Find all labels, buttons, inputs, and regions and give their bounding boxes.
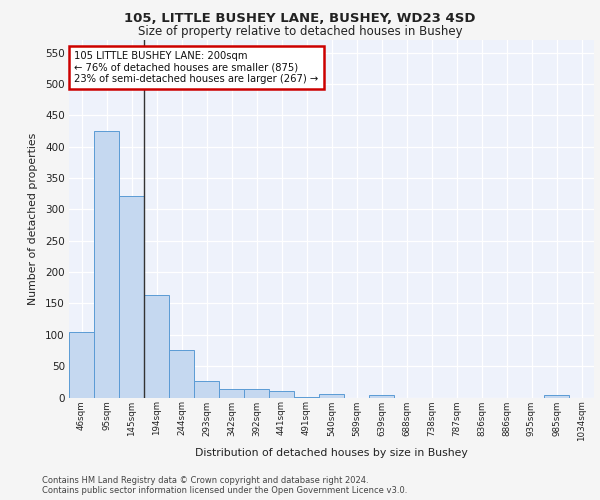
Bar bbox=[94, 131, 119, 398]
Bar bbox=[294, 397, 319, 398]
Bar bbox=[194, 380, 219, 398]
Text: Size of property relative to detached houses in Bushey: Size of property relative to detached ho… bbox=[137, 25, 463, 38]
Bar bbox=[169, 350, 194, 398]
Bar bbox=[544, 395, 569, 398]
Bar bbox=[119, 196, 144, 398]
Bar bbox=[69, 332, 94, 398]
Text: 105, LITTLE BUSHEY LANE, BUSHEY, WD23 4SD: 105, LITTLE BUSHEY LANE, BUSHEY, WD23 4S… bbox=[124, 12, 476, 26]
X-axis label: Distribution of detached houses by size in Bushey: Distribution of detached houses by size … bbox=[195, 448, 468, 458]
Bar bbox=[219, 390, 244, 398]
Bar bbox=[269, 391, 294, 398]
Text: 105 LITTLE BUSHEY LANE: 200sqm
← 76% of detached houses are smaller (875)
23% of: 105 LITTLE BUSHEY LANE: 200sqm ← 76% of … bbox=[74, 50, 319, 84]
Text: Contains HM Land Registry data © Crown copyright and database right 2024.
Contai: Contains HM Land Registry data © Crown c… bbox=[42, 476, 407, 495]
Bar bbox=[319, 394, 344, 398]
Y-axis label: Number of detached properties: Number of detached properties bbox=[28, 132, 38, 305]
Bar bbox=[144, 296, 169, 398]
Bar bbox=[244, 390, 269, 398]
Bar bbox=[369, 395, 394, 398]
